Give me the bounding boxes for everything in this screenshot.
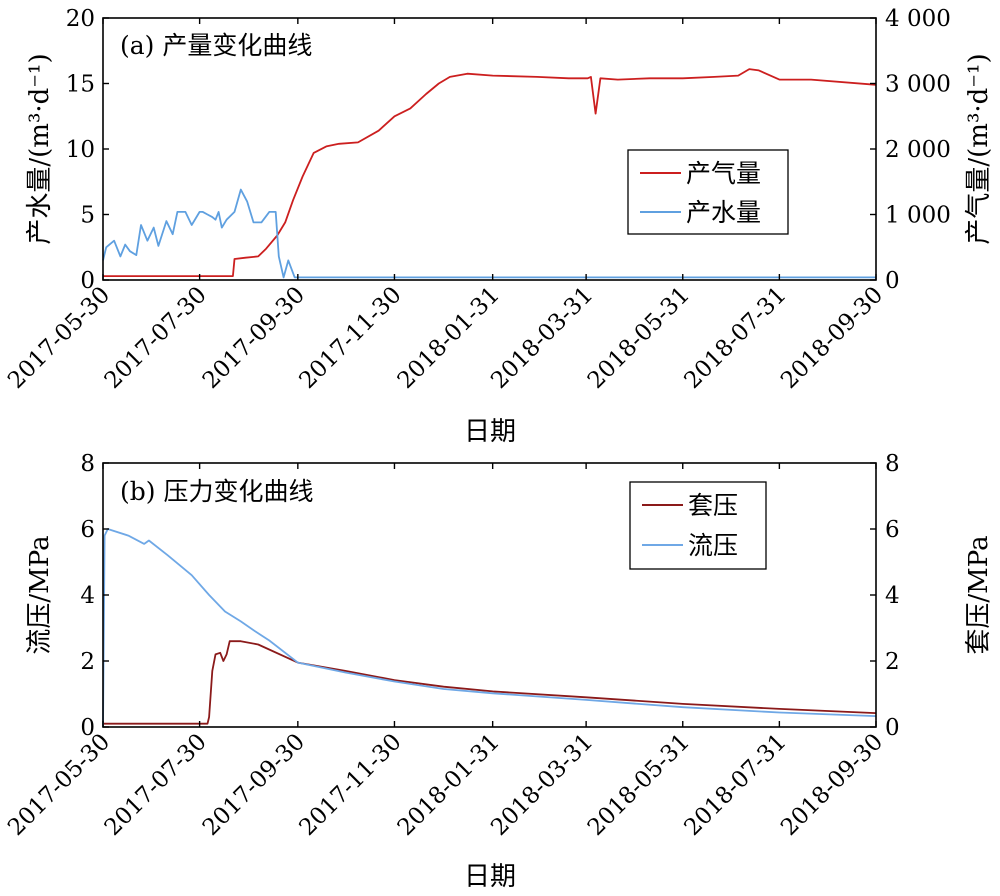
panel-b-pressure-chart: 2017-05-302017-07-302017-09-302017-11-30… (3, 451, 994, 892)
panel-a-x-tick-label-7: 2018-07-31 (679, 282, 791, 394)
panel-b-y-tick-label-left-4: 8 (80, 451, 95, 477)
panel-b-series-line-1 (102, 528, 877, 728)
panel-a-y-tick-label-right-2: 2 000 (885, 137, 951, 163)
panel-b-y-axis-label-right: 套压/MPa (964, 535, 994, 654)
panel-a-y-tick-label-left-0: 0 (80, 268, 95, 294)
panel-b-x-axis-label: 日期 (464, 862, 516, 892)
panel-b-y-tick-label-left-3: 6 (80, 517, 95, 543)
panel-b-y-tick-label-left-1: 2 (80, 649, 95, 675)
panel-a-legend-label-gas: 产气量 (686, 159, 761, 188)
panel-a-y-ticks-right: 0 1 000 2 000 3 000 4 000 (870, 6, 951, 294)
panel-a-series-line-1 (102, 188, 876, 279)
panel-b-legend-label-casing: 套压 (688, 491, 738, 520)
panel-a-legend-box (627, 149, 789, 235)
panel-b-y-tick-label-right-3: 6 (885, 517, 900, 543)
panel-a-title: (a) 产量变化曲线 (120, 31, 312, 60)
panel-b-x-tick-label-6: 2018-05-31 (583, 729, 695, 841)
panel-b-y-tick-label-right-2: 4 (885, 583, 900, 609)
panel-a-y-tick-label-left-2: 10 (66, 137, 95, 163)
panel-b-series-line-0 (103, 640, 877, 725)
panel-b-x-tick-label-2: 2017-09-30 (198, 729, 310, 841)
panel-b-y-axis-label-left: 流压/MPa (25, 535, 55, 654)
panel-a-x-tick-label-1: 2017-07-30 (100, 282, 212, 394)
panel-a-y-tick-label-right-0: 0 (885, 268, 900, 294)
panel-a-x-tick-label-6: 2018-05-31 (583, 282, 695, 394)
panel-a-production-chart: 2017-05-302017-07-302017-09-302017-11-30… (3, 6, 994, 447)
panel-b-y-ticks-right: 0 2 4 6 8 (870, 451, 900, 741)
panel-a-series-line-0 (103, 68, 877, 278)
panel-b-y-ticks-left: 0 2 4 6 8 (80, 451, 109, 741)
panel-a-y-tick-label-left-3: 15 (66, 72, 95, 98)
panel-a-y-tick-label-right-4: 4 000 (885, 6, 951, 32)
panel-b-y-tick-label-left-2: 4 (80, 583, 95, 609)
panel-b-legend-box (629, 481, 767, 570)
panel-a-legend: 产气量 产水量 (627, 149, 789, 235)
panel-a-y-tick-label-left-1: 5 (80, 203, 95, 229)
panel-a-x-tick-label-2: 2017-09-30 (198, 282, 310, 394)
panel-a-x-axis-label: 日期 (464, 417, 516, 447)
panel-a-x-tick-label-0: 2017-05-30 (3, 282, 115, 394)
panel-b-series-layer (102, 528, 877, 728)
panel-b-title: (b) 压力变化曲线 (120, 477, 313, 506)
panel-b-x-tick-label-8: 2018-09-30 (776, 729, 888, 841)
panel-b-y-tick-label-right-0: 0 (885, 715, 900, 741)
panel-a-y-ticks-left: 0 5 10 15 20 (66, 6, 109, 294)
panel-b-x-tick-label-1: 2017-07-30 (100, 729, 212, 841)
panel-a-y-axis-label-left: 产水量/(m³·d⁻¹) (25, 53, 55, 244)
panel-a-y-tick-label-right-1: 1 000 (885, 203, 951, 229)
panel-b-y-tick-label-right-4: 8 (885, 451, 900, 477)
panel-b-x-tick-label-0: 2017-05-30 (3, 729, 115, 841)
panel-b-legend: 套压 流压 (629, 481, 767, 570)
panel-b-y-tick-label-right-1: 2 (885, 649, 900, 675)
panel-a-legend-label-water: 产水量 (686, 198, 761, 227)
panel-a-y-tick-label-right-3: 3 000 (885, 72, 951, 98)
panel-a-x-tick-label-8: 2018-09-30 (776, 282, 888, 394)
panel-b-x-tick-label-7: 2018-07-31 (679, 729, 791, 841)
panel-a-series-layer (102, 68, 877, 279)
panel-b-legend-label-flowing: 流压 (688, 531, 738, 560)
panel-b-y-tick-label-left-0: 0 (80, 715, 95, 741)
panel-a-y-tick-label-left-4: 20 (66, 6, 95, 32)
panel-a-x-tick-label-3: 2017-11-30 (295, 282, 407, 394)
panel-a-y-axis-label-right: 产气量/(m³·d⁻¹) (964, 53, 994, 244)
panel-b-x-tick-label-3: 2017-11-30 (295, 729, 407, 841)
